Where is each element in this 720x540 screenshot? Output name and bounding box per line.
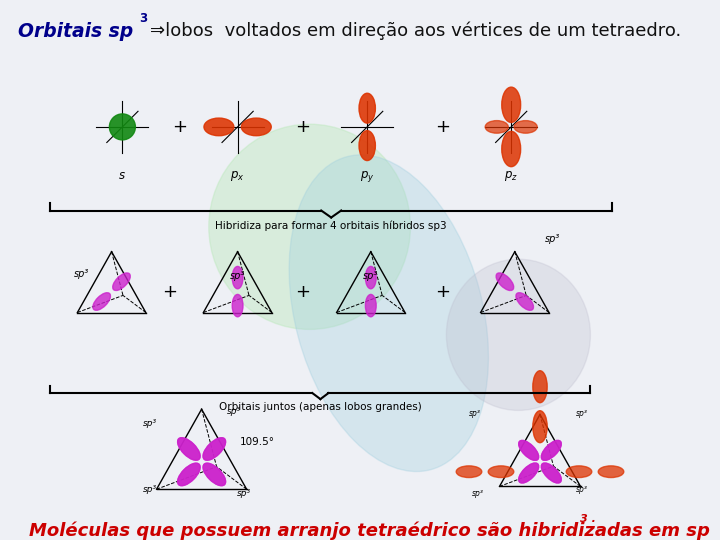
Text: $p_y$: $p_y$ <box>360 169 374 184</box>
Text: +: + <box>436 282 450 301</box>
Ellipse shape <box>203 438 225 460</box>
Ellipse shape <box>203 463 225 485</box>
Ellipse shape <box>533 411 547 443</box>
Text: Hibridiza para formar 4 orbitais híbridos sp3: Hibridiza para formar 4 orbitais híbrido… <box>215 220 447 231</box>
Ellipse shape <box>203 463 225 485</box>
Text: sp³: sp³ <box>143 419 157 428</box>
Ellipse shape <box>502 87 521 123</box>
Ellipse shape <box>541 441 562 460</box>
Ellipse shape <box>241 118 271 136</box>
Ellipse shape <box>204 118 234 136</box>
Text: sp³: sp³ <box>363 271 379 281</box>
Ellipse shape <box>289 155 488 471</box>
Text: sp³: sp³ <box>143 485 157 494</box>
Text: sp³: sp³ <box>576 485 588 494</box>
Ellipse shape <box>518 441 539 460</box>
Text: +: + <box>436 118 450 136</box>
Text: ⇒lobos  voltados em direção aos vértices de um tetraedro.: ⇒lobos voltados em direção aos vértices … <box>150 22 681 40</box>
Ellipse shape <box>178 438 200 460</box>
Ellipse shape <box>533 370 547 403</box>
Ellipse shape <box>178 463 200 485</box>
Ellipse shape <box>502 131 521 167</box>
Ellipse shape <box>598 466 624 477</box>
Ellipse shape <box>541 463 562 483</box>
Text: sp³: sp³ <box>576 409 588 418</box>
Ellipse shape <box>541 441 562 460</box>
Text: sp³: sp³ <box>469 409 481 418</box>
Ellipse shape <box>366 266 376 289</box>
Ellipse shape <box>496 273 513 291</box>
Text: sp³: sp³ <box>74 268 89 279</box>
Ellipse shape <box>93 293 110 310</box>
Ellipse shape <box>518 441 539 460</box>
Ellipse shape <box>456 466 482 477</box>
Text: +: + <box>173 118 187 136</box>
Ellipse shape <box>359 131 375 160</box>
Ellipse shape <box>514 120 537 133</box>
Text: 3 .: 3 . <box>580 514 595 524</box>
Ellipse shape <box>232 294 243 317</box>
Ellipse shape <box>203 438 225 460</box>
Text: s: s <box>120 169 125 182</box>
Text: +: + <box>295 282 310 301</box>
Text: $p_x$: $p_x$ <box>230 169 245 183</box>
Ellipse shape <box>541 463 562 483</box>
Ellipse shape <box>488 466 514 477</box>
Ellipse shape <box>518 463 539 483</box>
Ellipse shape <box>366 294 376 317</box>
Ellipse shape <box>566 466 592 477</box>
Ellipse shape <box>209 124 410 329</box>
Text: sp³: sp³ <box>227 407 240 416</box>
Text: sp³: sp³ <box>472 489 484 498</box>
Text: 109.5°: 109.5° <box>240 437 274 447</box>
Text: +: + <box>295 118 310 136</box>
Ellipse shape <box>178 438 200 460</box>
Text: +: + <box>162 282 176 301</box>
Text: sp³: sp³ <box>545 234 560 244</box>
Ellipse shape <box>113 273 130 291</box>
Text: 3: 3 <box>139 12 147 25</box>
Circle shape <box>109 114 135 140</box>
Text: $p_z$: $p_z$ <box>504 169 518 183</box>
Text: Orbitais juntos (apenas lobos grandes): Orbitais juntos (apenas lobos grandes) <box>219 402 422 412</box>
Text: Orbitais sp: Orbitais sp <box>18 22 133 40</box>
Text: sp³: sp³ <box>237 489 251 498</box>
Ellipse shape <box>359 93 375 123</box>
Ellipse shape <box>446 259 590 410</box>
Ellipse shape <box>518 463 539 483</box>
Ellipse shape <box>516 293 534 310</box>
Text: sp³: sp³ <box>230 271 246 281</box>
Ellipse shape <box>178 463 200 485</box>
Ellipse shape <box>485 120 508 133</box>
Text: Moléculas que possuem arranjo tetraédrico são hibridizadas em sp: Moléculas que possuem arranjo tetraédric… <box>29 521 710 539</box>
Ellipse shape <box>232 266 243 289</box>
